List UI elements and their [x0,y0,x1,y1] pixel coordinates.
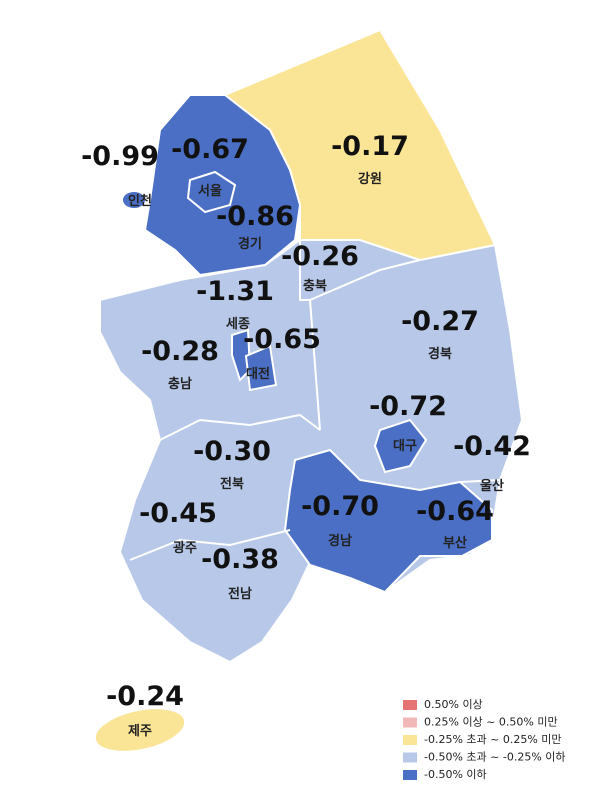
legend: 0.50% 이상 0.25% 이상 ~ 0.50% 미만 -0.25% 초과 ~ 0… [403,698,566,781]
legend-swatch [403,700,417,710]
legend-label: 0.25% 이상 ~ 0.50% 미만 [424,716,558,729]
province-border [129,240,501,561]
region-gyeongnam [283,448,493,594]
region-value: -0.65 [243,324,321,355]
region-value: -0.42 [453,431,531,462]
region-name: 충북 [303,278,327,294]
legend-swatch [403,717,417,728]
region-value: -0.70 [301,491,379,522]
region-value: -0.86 [216,201,294,232]
region-name: 경북 [428,346,452,362]
region-seoul [186,170,237,214]
region-labels: -0.99 인천 -0.67 서울 -0.86 경기 -0.17 강원 -0.26 충북 -1.31… [81,131,531,739]
region-daejeon [244,344,278,392]
region-name: 전남 [228,586,252,602]
legend-swatch [403,770,417,780]
region-value: -0.99 [81,141,159,172]
region-name: 경남 [328,533,352,549]
region-name: 울산 [480,478,504,494]
region-sejong [231,328,252,382]
region-name: 서울 [198,183,222,199]
legend-label: -0.25% 초과 ~ 0.25% 미만 [424,733,562,746]
region-value: -0.28 [141,336,219,367]
region-value: -0.64 [416,496,494,527]
region-value: -0.26 [281,241,359,272]
region-jeju [93,707,187,753]
region-name: 광주 [173,541,197,556]
region-value: -0.24 [106,681,184,712]
region-name: 세종 [226,317,250,332]
region-value: -0.38 [201,544,279,575]
region-value: -1.31 [196,276,274,307]
region-name: 제주 [128,724,152,739]
legend-swatch [403,735,417,745]
region-name: 강원 [358,171,382,187]
legend-label: -0.50% 초과 ~ -0.25% 이하 [424,750,566,764]
legend-label: 0.50% 이상 [424,698,483,711]
region-value: -0.45 [139,498,217,529]
region-name: 경기 [238,236,262,252]
region-name: 충남 [168,376,192,392]
legend-swatch [403,752,417,763]
region-value: -0.27 [401,306,479,337]
region-name: 인천 [128,193,152,209]
region-name: 대구 [393,439,417,454]
region-incheon [121,190,147,210]
region-daegu [373,418,428,474]
region-name: 대전 [246,366,270,382]
region-value: -0.30 [193,436,271,467]
region-name: 전북 [220,476,244,492]
region-value: -0.17 [331,131,409,162]
map-shapes [93,28,524,753]
legend-label: -0.50% 이하 [424,767,487,781]
region-value: -0.67 [171,134,249,165]
region-value: -0.72 [369,391,447,422]
region-name: 부산 [443,535,467,551]
